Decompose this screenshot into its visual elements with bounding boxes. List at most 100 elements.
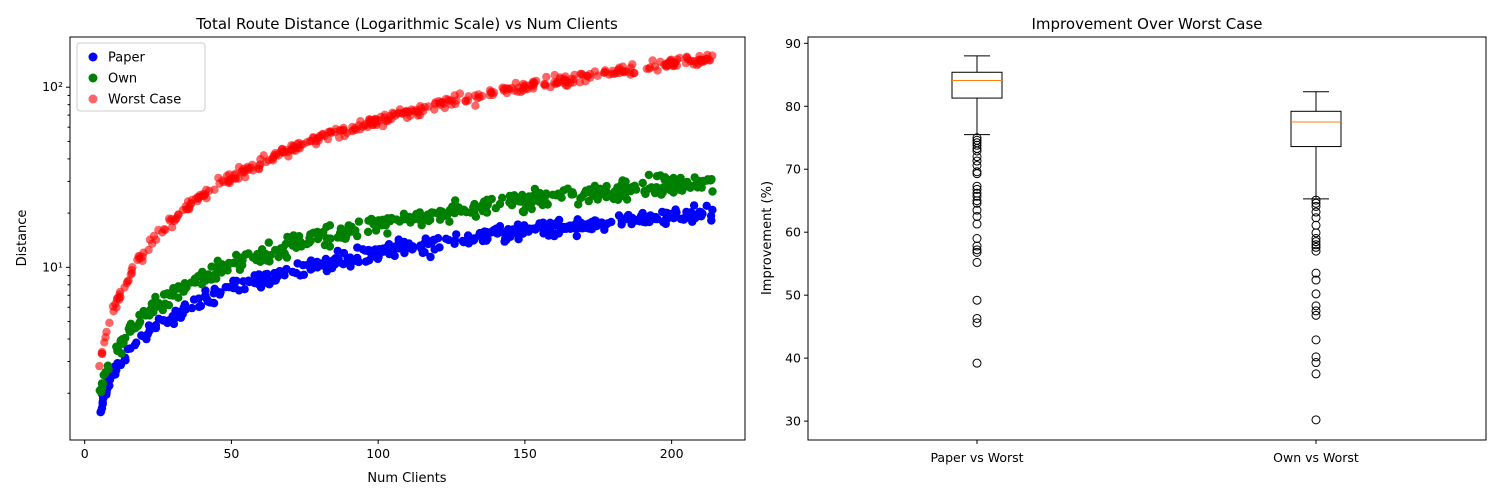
data-point <box>105 375 115 384</box>
data-point <box>693 176 703 185</box>
data-point <box>377 217 386 227</box>
data-point <box>652 183 661 192</box>
data-point <box>141 311 150 320</box>
data-point <box>194 272 203 281</box>
data-point <box>327 264 337 273</box>
data-point <box>638 178 647 188</box>
outlier-point <box>1311 310 1321 320</box>
data-point <box>363 227 373 237</box>
outlier-point <box>1311 201 1321 211</box>
data-point <box>469 203 478 212</box>
data-point <box>322 222 331 232</box>
outlier-point <box>1311 275 1321 285</box>
data-point <box>686 183 695 192</box>
data-point <box>708 187 717 196</box>
outlier-point <box>972 184 982 194</box>
outlier-point <box>972 146 982 156</box>
legend-label: Paper <box>108 51 145 66</box>
data-point <box>601 66 610 75</box>
left-plot-frame <box>69 36 746 441</box>
data-point <box>572 231 581 241</box>
outlier-point <box>972 219 982 229</box>
legend-label: Own <box>108 72 137 87</box>
right-chart-marks <box>951 55 1342 425</box>
data-point <box>223 178 233 187</box>
data-point <box>244 249 253 258</box>
data-point <box>505 191 515 201</box>
data-point <box>445 96 454 105</box>
right-y-axis-label: Improvement (%) <box>760 181 775 295</box>
outlier-point <box>1311 195 1321 205</box>
data-point <box>99 370 108 380</box>
data-point <box>416 216 425 225</box>
y-tick-label: 40 <box>785 351 801 366</box>
data-point <box>145 235 155 244</box>
data-point <box>628 60 637 69</box>
data-point <box>204 186 214 195</box>
outlier-point <box>972 169 982 179</box>
outlier-point <box>972 211 982 221</box>
data-point <box>313 234 323 244</box>
left-chart: Total Route Distance (Logarithmic Scale)… <box>15 15 746 486</box>
data-point <box>164 214 174 223</box>
data-point <box>394 239 403 248</box>
legend-marker <box>88 52 98 62</box>
x-tick-label: 0 <box>81 446 89 461</box>
data-point <box>528 77 538 87</box>
data-point <box>695 51 704 61</box>
data-point <box>173 308 183 318</box>
data-point <box>338 227 348 236</box>
data-point <box>169 284 178 293</box>
left-y-axis-label: Distance <box>15 210 30 267</box>
data-point <box>666 186 675 195</box>
data-point <box>326 128 336 138</box>
data-point <box>125 327 134 336</box>
data-point <box>461 96 470 106</box>
data-point <box>265 257 274 266</box>
data-point <box>707 216 716 225</box>
data-point <box>333 233 342 242</box>
data-point <box>558 78 568 87</box>
data-point <box>292 139 302 149</box>
outlier-point <box>972 257 982 267</box>
data-point <box>200 292 209 301</box>
iqr-box <box>951 71 1003 99</box>
data-point <box>271 245 280 255</box>
data-point <box>174 293 183 302</box>
data-point <box>328 256 338 265</box>
data-point <box>627 216 637 225</box>
data-point <box>528 224 538 233</box>
data-point <box>577 69 586 79</box>
data-point <box>178 205 188 215</box>
outlier-point <box>972 318 982 328</box>
data-point <box>528 84 538 93</box>
data-point <box>452 230 461 239</box>
right-chart: Improvement Over Worst Case 30 40 50 60 70 80… <box>760 15 1487 465</box>
data-point <box>338 125 348 135</box>
data-point <box>601 221 610 230</box>
data-point <box>424 237 433 246</box>
data-point <box>350 123 360 133</box>
data-point <box>400 215 410 224</box>
data-point <box>602 181 611 191</box>
data-point <box>653 66 662 75</box>
y-tick-label: 90 <box>785 36 801 51</box>
data-point <box>207 262 216 271</box>
data-point <box>252 278 261 288</box>
data-point <box>124 276 133 285</box>
data-point <box>575 78 585 87</box>
x-tick-label: Paper vs Worst <box>930 450 1023 465</box>
outlier-point <box>972 196 982 206</box>
data-point <box>463 231 473 240</box>
outlier-point <box>1311 237 1321 247</box>
data-point <box>194 302 204 312</box>
data-point <box>567 190 576 199</box>
y-tick-label: 30 <box>785 414 801 429</box>
data-point <box>480 227 489 236</box>
data-point <box>540 80 550 89</box>
y-tick-label: 70 <box>785 162 801 177</box>
data-point <box>115 287 125 297</box>
y-tick-label: 10¹ <box>42 259 63 274</box>
left-chart-title: Total Route Distance (Logarithmic Scale)… <box>195 15 618 33</box>
outlier-point <box>1311 352 1321 362</box>
